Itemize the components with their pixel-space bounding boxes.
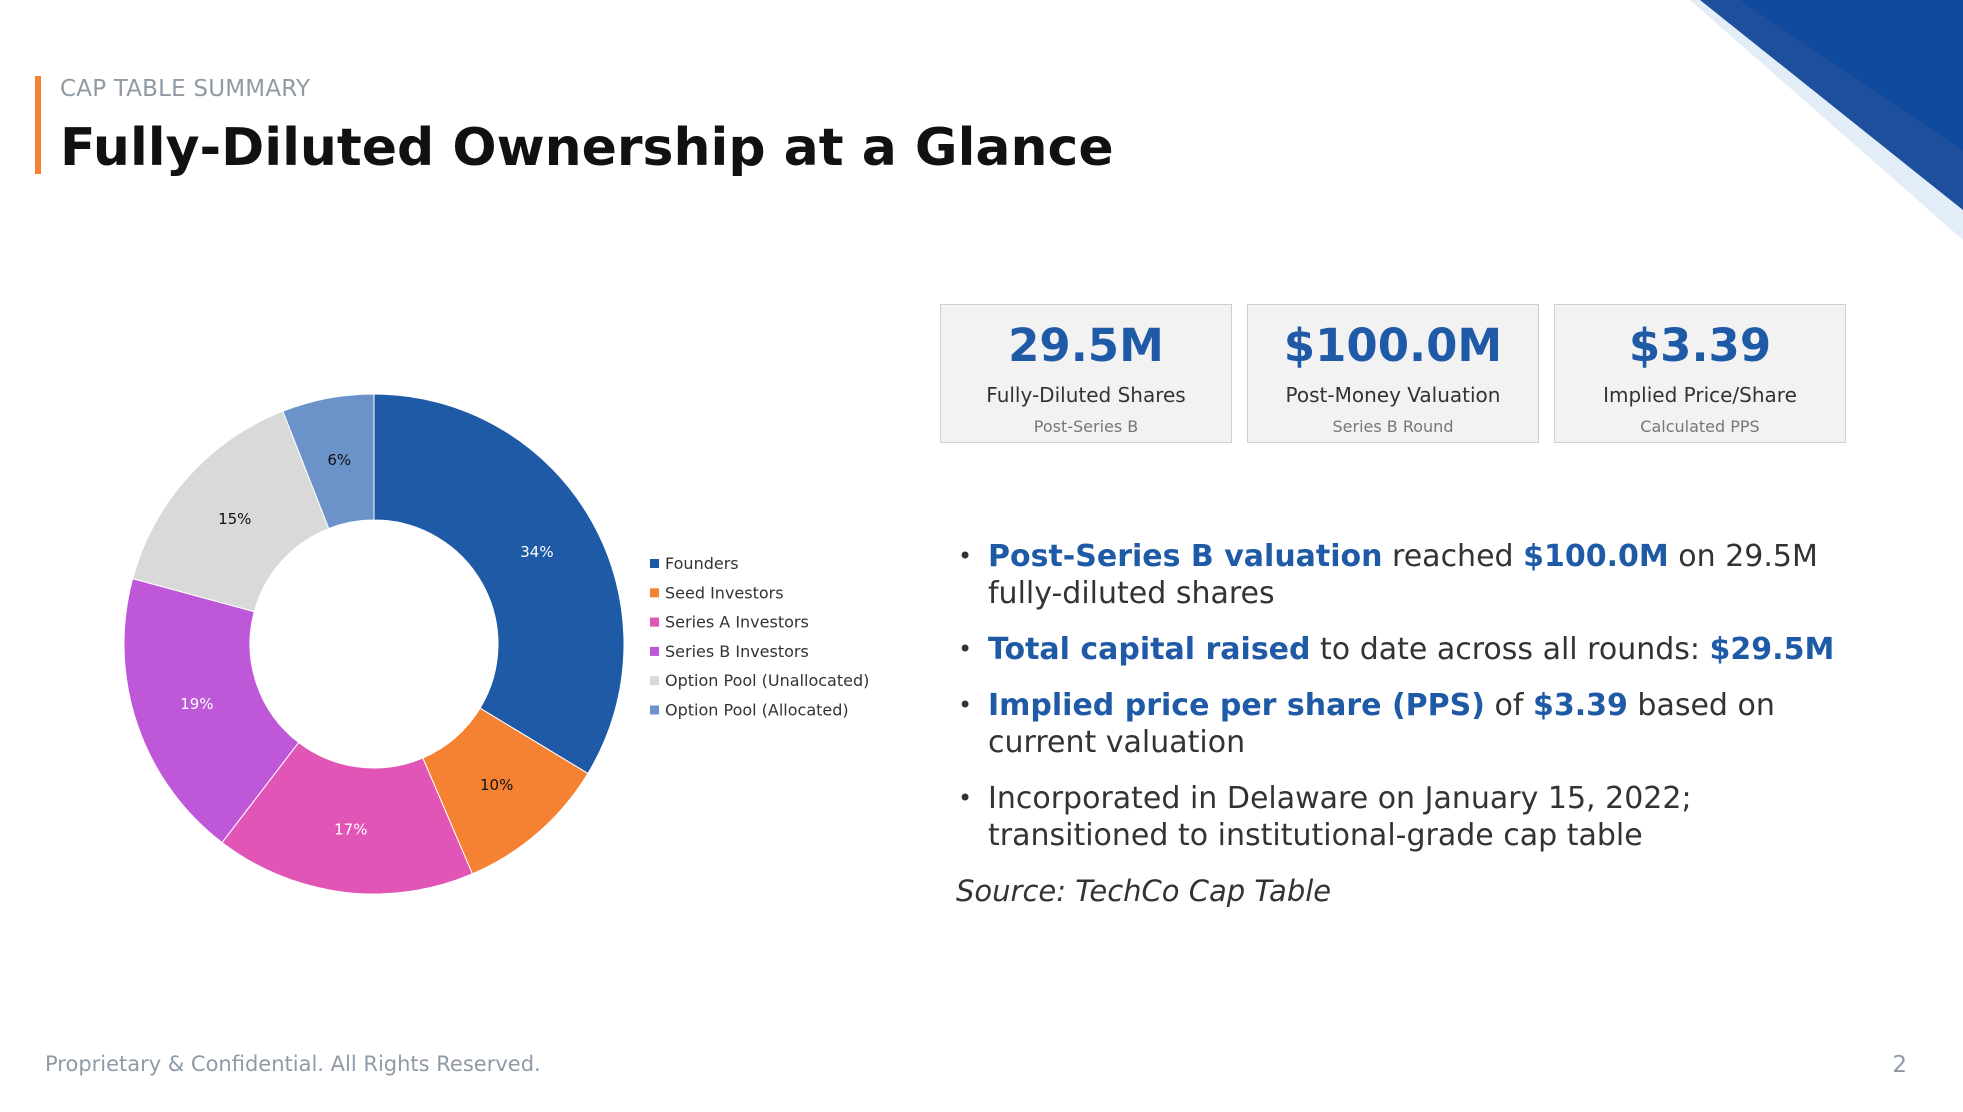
bullet-text: of [1484, 688, 1533, 723]
legend-label: Founders [665, 554, 739, 573]
ownership-donut-chart: 34% 10% 17% 19% 15% 6% Founders Seed Investors… [123, 393, 869, 895]
page-title: Fully-Diluted Ownership at a Glance [60, 118, 1114, 178]
kpi-value: $3.39 [1628, 319, 1772, 372]
key-points-list: Post-Series B valuation reached $100.0M … [958, 538, 1858, 873]
bullet-highlight: $100.0M [1523, 539, 1669, 574]
kpi-value: 29.5M [1008, 319, 1164, 372]
slice-data-label: 19% [180, 695, 213, 713]
chart-legend: Founders Seed Investors Series A Investors… [650, 554, 869, 720]
kpi-value: $100.0M [1283, 319, 1503, 372]
legend-swatch [650, 559, 659, 568]
legend-label: Seed Investors [665, 583, 784, 602]
slice-data-label: 10% [480, 776, 513, 794]
legend-swatch [650, 705, 659, 715]
kpi-sublabel: Series B Round [1332, 417, 1454, 436]
section-eyebrow: CAP TABLE SUMMARY [60, 76, 311, 102]
bullet-valuation: Post-Series B valuation reached $100.0M … [958, 538, 1858, 612]
slice-data-label: 6% [327, 451, 351, 469]
slice-data-label: 15% [218, 510, 251, 528]
kpi-label: Implied Price/Share [1603, 383, 1797, 407]
legend-swatch [650, 646, 659, 656]
bullet-highlight: Total capital raised [988, 632, 1311, 667]
legend-label: Option Pool (Allocated) [665, 701, 849, 720]
kpi-card-price: $3.39 Implied Price/Share Calculated PPS [1554, 304, 1846, 443]
donut-slice [373, 393, 625, 775]
bullet-text: based on current valuation [988, 688, 1775, 760]
donut-slice [221, 741, 474, 895]
bullet-highlight: Post-Series B valuation [988, 539, 1383, 574]
legend-label: Option Pool (Unallocated) [665, 671, 869, 690]
bullet-pps: Implied price per share (PPS) of $3.39 b… [958, 687, 1858, 761]
title-accent-bar [35, 76, 41, 174]
page-number: 2 [1892, 1052, 1907, 1078]
bullet-highlight: $29.5M [1709, 632, 1835, 667]
kpi-label: Fully-Diluted Shares [986, 383, 1186, 407]
kpi-label: Post-Money Valuation [1285, 383, 1501, 407]
kpi-card-valuation: $100.0M Post-Money Valuation Series B Ro… [1247, 304, 1539, 443]
bullet-text: reached [1382, 539, 1524, 574]
bullet-capital-raised: Total capital raised to date across all … [958, 631, 1858, 668]
donut-slices [123, 393, 625, 895]
legend-swatch [650, 617, 659, 627]
legend-swatch [650, 676, 659, 686]
slice-data-label: 34% [520, 543, 553, 561]
bullet-text: to date across all rounds: [1310, 632, 1710, 667]
bullet-highlight: $3.39 [1532, 688, 1628, 723]
donut-slice [282, 393, 375, 530]
legend-swatch [650, 588, 659, 598]
corner-decoration [1690, 0, 1963, 240]
bullet-incorporation: Incorporated in Delaware on January 15, … [958, 780, 1858, 854]
footer-confidential: Proprietary & Confidential. All Rights R… [45, 1052, 541, 1076]
bullet-text: Incorporated in Delaware on January 15, … [988, 781, 1692, 853]
slice-data-label: 17% [334, 821, 367, 839]
legend-label: Series A Investors [665, 613, 809, 632]
donut-slice-labels: 34% 10% 17% 19% 15% 6% [180, 451, 553, 838]
donut-slice [132, 410, 330, 613]
source-note: Source: TechCo Cap Table [956, 874, 1332, 908]
kpi-sublabel: Calculated PPS [1640, 417, 1760, 436]
kpi-cards: 29.5M Fully-Diluted Shares Post-Series B… [940, 304, 1846, 443]
kpi-sublabel: Post-Series B [1033, 417, 1139, 436]
kpi-card-shares: 29.5M Fully-Diluted Shares Post-Series B [940, 304, 1232, 443]
donut-slice [123, 578, 300, 844]
bullet-text: on 29.5M fully-diluted shares [988, 539, 1818, 611]
bullet-highlight: Implied price per share (PPS) [988, 688, 1485, 723]
legend-label: Series B Investors [665, 642, 809, 661]
